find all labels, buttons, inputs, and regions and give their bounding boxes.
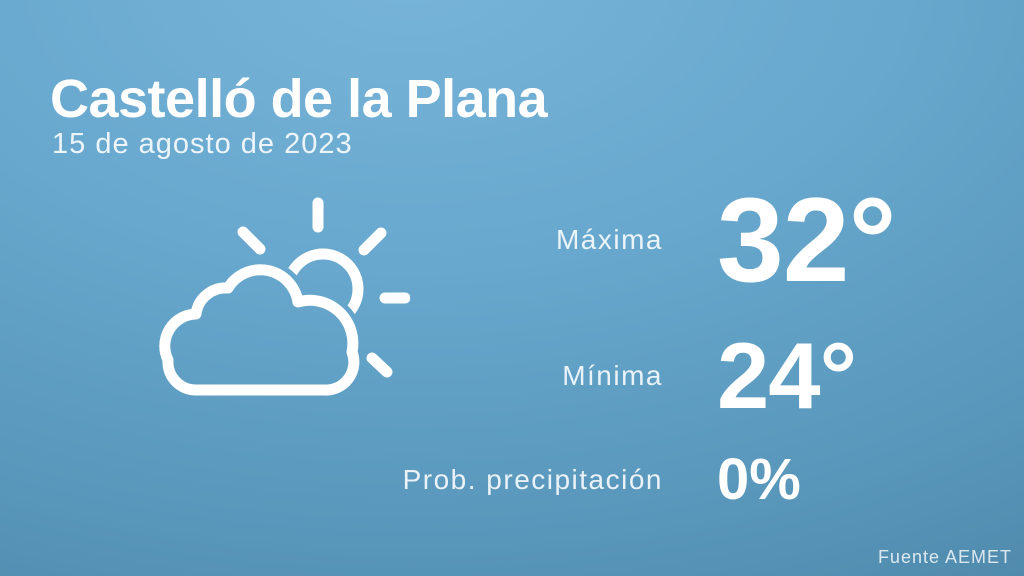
max-temp-label: Máxima: [555, 224, 663, 255]
source-attribution: Fuente AEMET: [877, 547, 1012, 567]
sun-behind-cloud-icon: [150, 176, 411, 416]
stat-row-min: Mínima 24°: [363, 318, 1003, 433]
forecast-date: 15 de agosto de 2023: [52, 128, 353, 160]
stat-row-max: Máxima 32°: [363, 170, 1003, 310]
max-temp-value: 32°: [717, 173, 896, 307]
min-temp-label: Mínima: [562, 359, 663, 391]
stat-row-precipitation: Prob. precipitación 0%: [363, 435, 1003, 525]
page-title: Castelló de la Plana: [50, 69, 548, 129]
precipitation-value: 0%: [717, 447, 801, 512]
precipitation-label: Prob. precipitación: [402, 464, 663, 495]
min-temp-value: 24°: [717, 322, 857, 428]
